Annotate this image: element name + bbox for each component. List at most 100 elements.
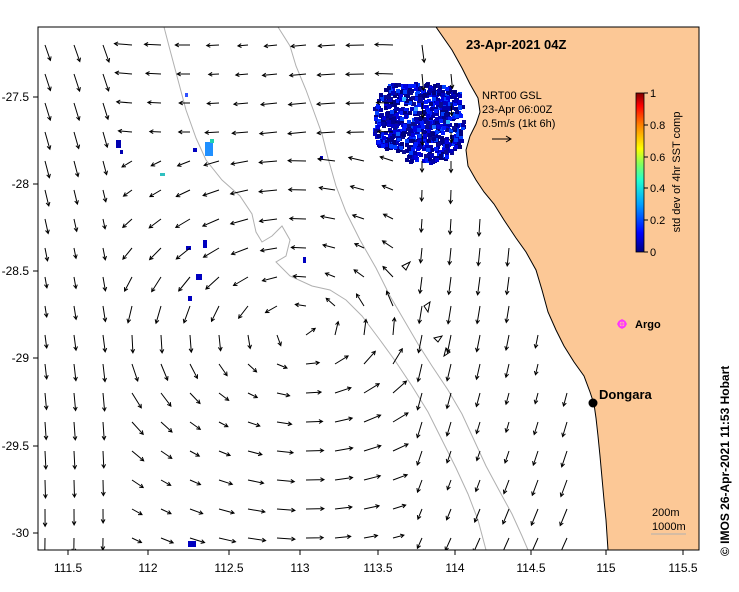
current-arrow [474, 479, 481, 493]
current-arrow [218, 450, 232, 457]
sst-pixel [423, 133, 427, 137]
sst-pixel [384, 100, 388, 104]
sst-pixel [418, 111, 422, 115]
sst-pixel [425, 142, 429, 146]
sst-pixel [402, 127, 406, 131]
current-arrow [321, 243, 336, 249]
current-arrow [160, 392, 172, 407]
current-arrow [316, 156, 336, 162]
sst-pixel [388, 138, 392, 142]
current-arrow [151, 276, 162, 293]
sst-pixel [449, 95, 453, 99]
current-arrow [144, 71, 162, 76]
sst-pixel [303, 257, 306, 263]
current-arrow [101, 450, 107, 469]
sst-pixel [413, 110, 417, 114]
sst-pixel [405, 99, 409, 103]
current-arrow [446, 276, 452, 296]
sst-pixel [196, 274, 202, 280]
current-arrow [102, 334, 108, 353]
sst-pixel [441, 131, 445, 135]
sst-pixel [384, 106, 388, 110]
sst-pixel [393, 103, 397, 107]
y-tick-label: -27.5 [2, 90, 30, 104]
current-arrow [102, 276, 108, 292]
sst-pixel [437, 142, 441, 146]
current-arrow [44, 247, 50, 262]
sst-pixel [454, 123, 458, 127]
current-arrow [230, 247, 249, 256]
current-arrow [419, 131, 425, 147]
sst-pixel [441, 93, 445, 97]
argo-marker-icon [617, 319, 627, 329]
current-arrow [392, 473, 409, 481]
current-arrow [42, 508, 48, 528]
sst-pixel [407, 132, 411, 136]
current-arrow [559, 479, 568, 498]
sst-pixel [186, 246, 191, 250]
sst-pixel [439, 119, 443, 123]
current-arrow [345, 42, 365, 48]
x-tick-label: 112.5 [214, 561, 243, 575]
sst-pixel [431, 160, 435, 164]
current-arrow [201, 218, 220, 227]
current-arrow [247, 421, 261, 428]
current-arrow [363, 318, 368, 336]
sst-pixel [399, 146, 403, 150]
current-arrow [149, 189, 162, 198]
current-arrow [292, 274, 307, 279]
sst-pixel [454, 145, 458, 149]
sst-pixel [442, 116, 446, 120]
sst-pixel [427, 99, 431, 103]
current-arrow [334, 416, 354, 423]
sst-pixel [431, 112, 435, 116]
credit-text: © IMOS 26-Apr-2021 11:53 Hobart [718, 366, 732, 556]
current-arrow [363, 474, 382, 481]
dongara-marker-icon [588, 398, 598, 408]
current-arrow [420, 102, 426, 119]
current-arrow [178, 276, 191, 292]
current-arrow [189, 392, 201, 405]
sst-pixel [411, 139, 415, 143]
sst-pixel [379, 108, 383, 112]
bathymetry-1000m [163, 27, 487, 550]
sst-pixel [384, 88, 388, 92]
sst-pixel [442, 106, 446, 110]
sst-pixel [412, 136, 416, 140]
current-arrow [417, 276, 423, 295]
y-tick-label: -29.5 [2, 439, 30, 453]
sst-pixel [408, 101, 412, 105]
map-title: 23-Apr-2021 04Z [466, 37, 566, 52]
current-arrow [319, 214, 336, 220]
current-arrow [204, 130, 220, 135]
sst-pixel [388, 117, 392, 121]
current-arrow [445, 421, 452, 437]
current-arrow [476, 247, 481, 267]
current-arrow [420, 73, 426, 92]
current-arrow [504, 421, 510, 434]
sst-pixel [400, 111, 404, 115]
y-axis: -27.5 -28 -28.5 -29 -29.5 -30 [2, 90, 38, 540]
current-arrow [131, 508, 143, 516]
sst-pixel [388, 98, 392, 102]
current-arrow [416, 363, 423, 383]
current-arrow [131, 392, 142, 409]
current-arrow [247, 392, 259, 399]
current-arrow [334, 446, 354, 452]
sst-pixel [380, 139, 384, 143]
current-arrow [160, 537, 175, 544]
current-arrow [474, 363, 481, 381]
sst-pixel [416, 91, 420, 95]
sst-pixel [384, 143, 388, 147]
sst-pixel [458, 100, 462, 104]
colorbar-ticks: 1 0.8 0.6 0.4 0.2 0 [644, 88, 665, 259]
x-tick-label: 113.5 [363, 561, 392, 575]
sst-pixel [205, 142, 213, 156]
sst-pixel [461, 126, 465, 130]
x-tick-label: 114.5 [516, 561, 545, 575]
current-arrow [363, 504, 381, 510]
current-arrow [102, 218, 107, 230]
sst-pixel [453, 102, 457, 106]
current-arrow [159, 334, 165, 354]
current-arrow [530, 508, 539, 527]
